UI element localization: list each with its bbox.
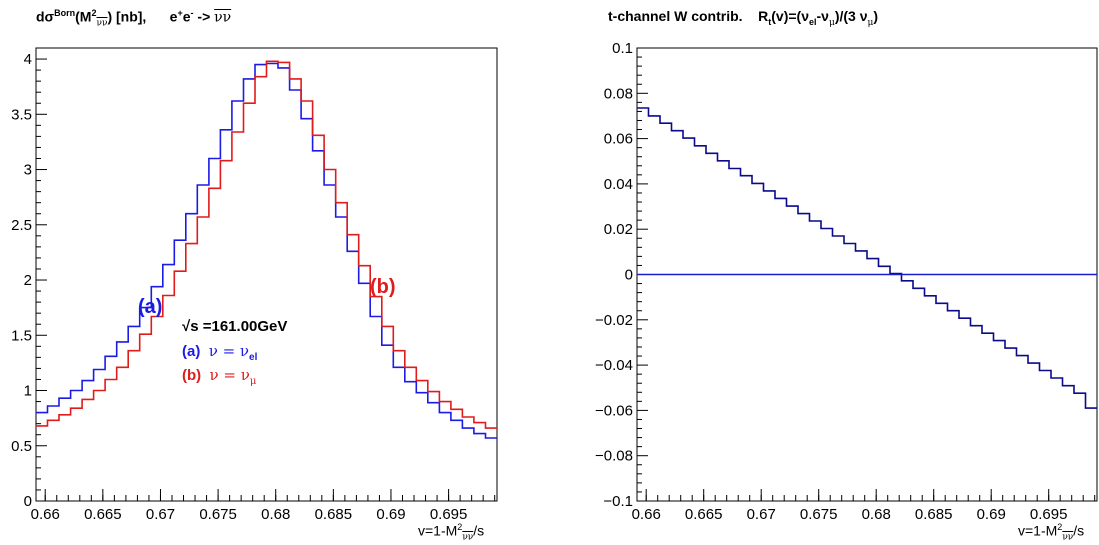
right-xtick-label: 0.68 xyxy=(862,506,891,523)
left-xtick-label: 0.66 xyxy=(31,506,60,523)
right-xtick-label: 0.695 xyxy=(1030,506,1068,523)
right-ytick-label: 0.04 xyxy=(604,176,633,193)
left-ytick-label: 2.5 xyxy=(11,217,32,234)
right-ytick-label: 0.06 xyxy=(604,131,633,148)
left-plot-title: dσBorn(M2νν) [nb], e+e- -> νν xyxy=(36,8,232,29)
left-xlabel: v=1-M2νν/s xyxy=(418,522,485,543)
title-R: R xyxy=(758,8,769,24)
legend-a-prefix: (a) xyxy=(182,343,201,360)
left-ytick-label: 0.5 xyxy=(11,438,32,455)
title-e-plus: e xyxy=(169,8,178,25)
left-series-b xyxy=(36,60,497,429)
title-e-minus: e xyxy=(182,8,191,25)
right-xtick-label: 0.67 xyxy=(747,506,776,523)
legend-a-sub: el xyxy=(249,352,258,363)
title-born: Born xyxy=(54,8,76,18)
right-xtick-label: 0.69 xyxy=(977,506,1006,523)
right-ytick-label: 0.02 xyxy=(604,221,633,238)
right-xlabel: v=1-M2νν/s xyxy=(1018,522,1085,543)
title-R-sub: t xyxy=(768,16,772,27)
right-xtick-label: 0.685 xyxy=(915,506,953,523)
right-xtick-label: 0.665 xyxy=(685,506,723,523)
left-xtick-label: 0.685 xyxy=(315,506,353,523)
title-mass-sub: νν xyxy=(96,18,108,29)
title-ratio-c-sub: μ xyxy=(867,17,874,28)
title-ratio-a-sub: el xyxy=(808,16,817,27)
curve-label-b: (b) xyxy=(370,276,396,298)
right-xtick-label: 0.675 xyxy=(800,506,838,523)
title-dsigma: dσ xyxy=(36,8,55,25)
right-ytick-label: −0.02 xyxy=(595,312,633,329)
left-xtick-label: 0.67 xyxy=(146,506,175,523)
left-ytick-label: 0 xyxy=(24,493,32,510)
title-ratio-c: )/(3 ν xyxy=(834,8,868,24)
legend-a-eq: ν = ν xyxy=(208,342,250,360)
left-xtick-label: 0.69 xyxy=(376,506,405,523)
legend-a: (a) ν = νel xyxy=(182,342,257,363)
title-tchannel: t-channel W contrib. xyxy=(608,8,743,24)
left-ytick-label: 4 xyxy=(24,51,32,68)
left-xtick-label: 0.68 xyxy=(261,506,290,523)
left-ytick-label: 3.5 xyxy=(11,106,32,123)
left-xtick-label: 0.665 xyxy=(84,506,122,523)
left-xtick-label: 0.695 xyxy=(430,506,468,523)
left-xtick-label: 0.675 xyxy=(199,506,237,523)
title-ratio-b-sub: μ xyxy=(828,17,835,28)
left-plot-frame xyxy=(35,47,498,502)
title-ratio-close: ) xyxy=(873,8,879,24)
left-ytick-label: 1 xyxy=(24,383,32,400)
title-nu-nubar: νν xyxy=(214,9,232,26)
legend-b-sub: μ xyxy=(249,376,257,387)
right-series-rt xyxy=(637,107,1097,409)
right-ytick-label: −0.06 xyxy=(595,402,633,419)
right-xtick-label: 0.66 xyxy=(632,506,661,523)
right-ytick-label: −0.1 xyxy=(603,493,633,510)
title-mass-squared: 2 xyxy=(91,8,97,18)
legend-b: (b) ν = νμ xyxy=(182,366,256,387)
curve-label-a: (a) xyxy=(138,296,163,318)
title-units: ) [nb], xyxy=(107,8,147,25)
legend-sqrt-s: √s =161.00GeV xyxy=(182,318,288,335)
title-mass: (M xyxy=(75,8,92,25)
right-ytick-label: 0.1 xyxy=(612,40,633,57)
right-ytick-label: 0.08 xyxy=(604,85,633,102)
left-ytick-label: 2 xyxy=(24,272,32,289)
title-ratio-a: (v)=(ν xyxy=(771,8,809,24)
title-ratio-b: -ν xyxy=(816,8,829,24)
left-ytick-label: 3 xyxy=(24,162,32,179)
right-ytick-label: 0 xyxy=(625,267,633,284)
title-arrow: -> xyxy=(197,8,211,25)
right-plot-title: t-channel W contrib. Rt(v)=(νel-νμ)/(3 ν… xyxy=(608,8,878,28)
right-ytick-label: −0.04 xyxy=(595,357,633,374)
right-ytick-label: −0.08 xyxy=(595,448,633,465)
legend-b-eq: ν = ν xyxy=(209,366,250,384)
legend-b-prefix: (b) xyxy=(182,367,202,384)
left-ytick-label: 1.5 xyxy=(11,327,32,344)
